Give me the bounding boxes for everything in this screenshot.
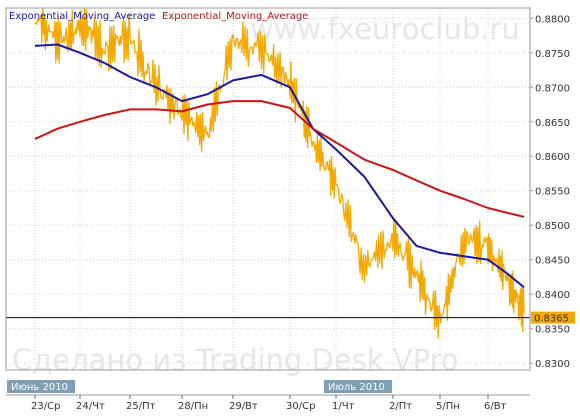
x-tick-label: 6/Вт [484,401,507,412]
x-tick-label: 25/Пт [126,401,156,412]
y-tick-label: 0.8450 [535,256,570,267]
x-tick-label: 29/Вт [229,401,258,412]
x-tick-label: 1/Чт [332,401,355,412]
y-tick-label: 0.8500 [535,221,570,232]
x-tick-label: 30/Ср [286,401,315,412]
ema-fast-line [34,43,525,289]
x-tick-label: 5/Пн [436,401,460,412]
x-tick-label: 23/Ср [31,401,60,412]
y-axis: 0.8800 0.8750 0.8700 0.8650 0.8600 0.8550 0.85… [530,14,570,370]
plot-border [5,7,531,371]
current-price-badge: 0.8365 [531,311,575,325]
y-tick-label: 0.8700 [535,83,570,94]
month-label-bg [324,380,392,393]
ema-slow-line [34,100,525,218]
month-label: Июнь 2010 [11,382,68,393]
x-axis: 23/Ср 24/Чт 25/Пт 28/Пн 29/Вт 30/Ср 1/Чт 2/Пт 5/… [31,395,507,412]
current-price-label: 0.8365 [534,314,569,325]
month-labels: Июнь 2010 Июль 2010 [7,380,392,393]
x-tick-label: 2/Пт [389,401,412,412]
y-tick-label: 0.8350 [535,325,570,336]
y-tick-label: 0.8650 [535,118,570,129]
x-tick-label: 24/Чт [76,401,105,412]
watermark-bottom: Сделано из Trading Desk VPro [12,343,459,377]
x-tick-label: 28/Пн [178,401,208,412]
legend-entry-ema-fast: Exponential_Moving_Average [9,11,155,22]
y-tick-label: 0.8400 [535,290,570,301]
y-tick-label: 0.8550 [535,187,570,198]
current-price-badge-bg [531,311,575,324]
y-tick-label: 0.8300 [535,359,570,370]
series-layer [34,7,525,339]
month-label-bg [7,380,75,393]
legend: Exponential_Moving_Average Exponential_M… [9,11,308,22]
y-tick-label: 0.8800 [535,14,570,25]
month-label: Июль 2010 [328,382,385,393]
legend-entry-ema-slow: Exponential_Moving_Average [162,11,308,22]
price-line [34,7,525,339]
y-tick-label: 0.8600 [535,152,570,163]
grid [6,8,530,370]
y-tick-label: 0.8750 [535,49,570,60]
watermark-top: www.fxeuroclub.ru [250,12,520,46]
